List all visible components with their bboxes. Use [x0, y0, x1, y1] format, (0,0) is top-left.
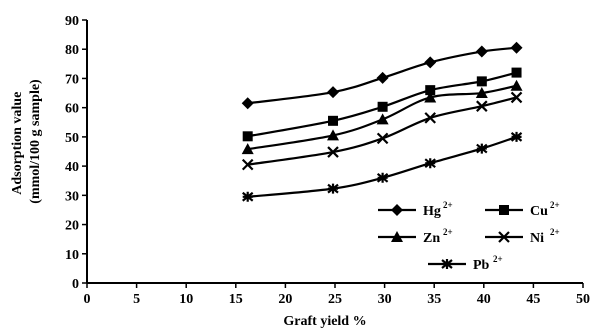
data-point-ni [327, 146, 339, 158]
x-tick-label: 30 [378, 292, 392, 307]
legend-marker-cu [499, 205, 509, 215]
data-point-cu [511, 67, 522, 78]
x-axis-title: Graft yield % [283, 314, 366, 328]
x-tick-label: 20 [278, 292, 292, 307]
data-point-pb [476, 143, 488, 154]
data-point-hg [327, 86, 340, 99]
data-point-hg [475, 45, 488, 58]
y-axis-title: Adsorption value (mmol/100 g sample) [10, 79, 43, 204]
x-tick-label: 50 [576, 292, 590, 307]
data-point-zn [376, 113, 389, 125]
data-point-pb [327, 183, 339, 194]
series-line-pb [247, 135, 517, 198]
data-point-ni [376, 132, 389, 145]
y-tick-label: 10 [65, 248, 79, 263]
data-point-cu [425, 85, 436, 96]
legend-marker-pb [441, 259, 453, 269]
data-point-cu [328, 115, 339, 126]
data-point-hg [376, 71, 389, 84]
data-point-pb [424, 158, 436, 169]
series-markers [241, 41, 523, 202]
x-tick-label: 40 [477, 292, 491, 307]
y-tick-label: 70 [65, 72, 79, 87]
legend-marker-zn [391, 231, 403, 242]
legend-marker-hg [391, 204, 403, 216]
data-point-zn [241, 143, 254, 155]
y-tick-label: 0 [72, 277, 79, 292]
y-tick-label: 50 [65, 131, 79, 146]
x-tick-label: 5 [133, 292, 140, 307]
y-tick-label: 60 [65, 102, 79, 117]
y-tick-label: 80 [65, 43, 79, 58]
legend-label-hg: Hg [423, 204, 441, 219]
data-point-ni [424, 112, 437, 124]
legend-charge-pb: 2+ [493, 254, 503, 264]
x-tick-label: 25 [328, 292, 342, 307]
legend-label-zn: Zn [423, 231, 440, 246]
data-point-zn [475, 87, 488, 99]
data-point-ni [510, 91, 523, 104]
data-point-hg [241, 97, 254, 110]
data-point-zn [327, 129, 340, 141]
data-point-pb [242, 191, 254, 202]
x-tick-label: 35 [427, 292, 441, 307]
legend-label-pb: Pb [473, 258, 490, 273]
x-tick-label: 10 [179, 292, 193, 307]
y-tick-label: 90 [65, 14, 79, 29]
data-point-zn [424, 91, 437, 103]
y-tick-label: 30 [65, 189, 79, 204]
legend-charge-hg: 2+ [443, 200, 453, 210]
data-point-pb [376, 172, 389, 183]
x-tick-label: 15 [229, 292, 243, 307]
legend-charge-cu: 2+ [550, 200, 560, 210]
data-point-hg [510, 41, 523, 54]
data-point-cu [242, 131, 253, 142]
y-tick-label: 40 [65, 160, 79, 175]
data-point-zn [510, 79, 523, 91]
legend-charge-zn: 2+ [443, 227, 453, 237]
x-tick-label: 0 [84, 292, 91, 307]
y-axis-title-line-2: (mmol/100 g sample) [28, 79, 43, 204]
x-tick-label: 45 [526, 292, 540, 307]
data-point-cu [377, 101, 388, 112]
legend: Hg 2+ Cu 2+Zn 2+ Ni 2+Pb 2+ [378, 200, 560, 273]
data-point-pb [510, 131, 523, 142]
data-point-cu [476, 76, 487, 87]
data-point-ni [241, 158, 254, 171]
data-point-ni [476, 100, 488, 112]
legend-marker-ni [498, 231, 510, 243]
y-tick-label: 20 [65, 219, 79, 234]
y-axis-title-line-1: Adsorption value [10, 92, 25, 195]
data-point-hg [424, 56, 437, 69]
legend-label-cu: Cu [530, 204, 548, 219]
legend-charge-ni: 2+ [550, 227, 560, 237]
ticks: 0 5 10 15 20 25 30 35 40 45 50 0 10 20 30 40 50 60 70 80 90 [65, 14, 590, 307]
legend-label-ni: Ni [530, 231, 544, 246]
